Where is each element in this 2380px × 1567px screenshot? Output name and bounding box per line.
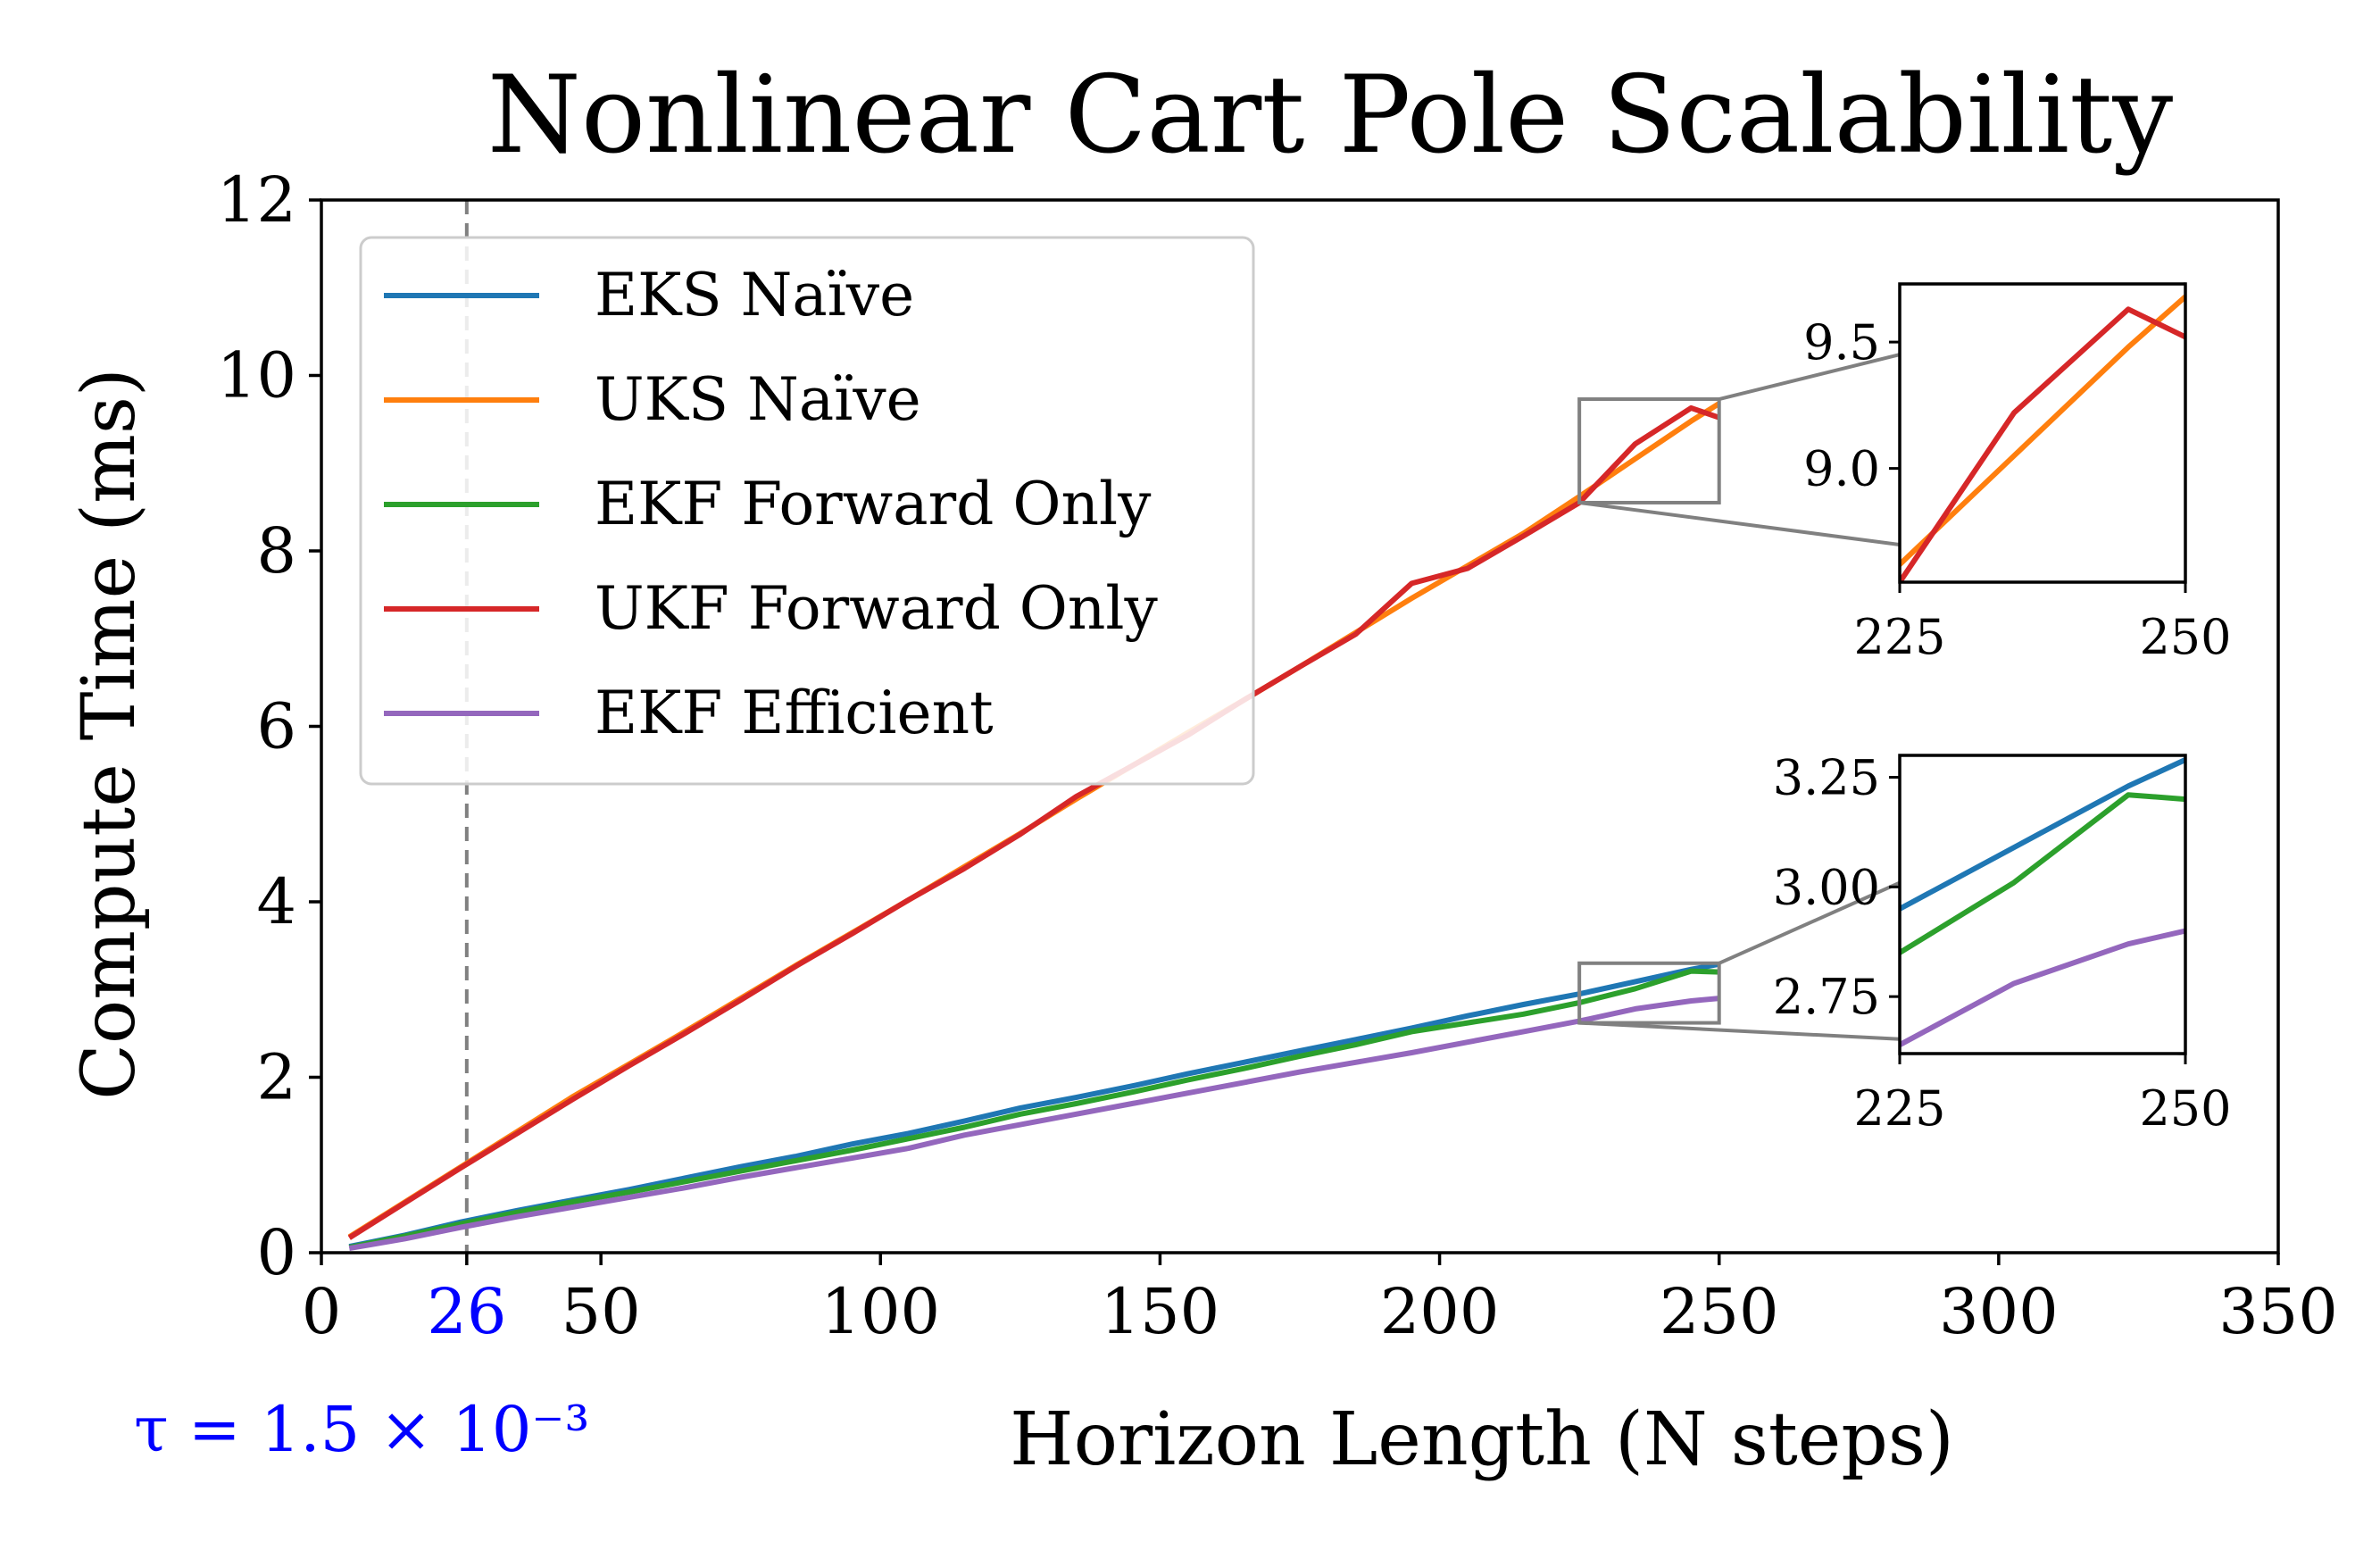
series-line-ekf-efficient [348, 996, 1719, 1252]
legend-box [359, 236, 1255, 786]
x-tick-label: 350 [2218, 1275, 2338, 1348]
inset-x-tick-label-upper: 225 [1853, 609, 1945, 665]
inset-x-tick-label-lower: 225 [1853, 1080, 1945, 1137]
y-tick-label: 0 [256, 1216, 296, 1289]
y-tick-label: 10 [217, 339, 296, 413]
inset-y-tick-label-upper: 9.0 [1803, 441, 1880, 497]
inset-line-upper-ukf-forward-only [1900, 306, 2185, 582]
legend-label-uks-naive: UKS Naïve [595, 365, 921, 434]
inset-frame-lower [1898, 754, 2187, 1055]
inset-series-group-lower [1900, 757, 2185, 1048]
x-tick-label-highlight: 26 [427, 1275, 506, 1348]
inset-background-lower [1900, 755, 2185, 1054]
inset-background-upper [1900, 284, 2185, 582]
plot-area: 0 50 100 150 200 250 300 350 26 0 2 4 6 8 10 12 [217, 163, 2338, 1348]
x-tick-label: 150 [1101, 1275, 1220, 1348]
inset-frame-upper [1898, 282, 2187, 584]
y-tick-label: 12 [217, 163, 296, 237]
y-axis-label: Compute Time (ms) [67, 368, 152, 1100]
chart-title: Nonlinear Cart Pole Scalability [487, 54, 2173, 178]
legend-label-eks-naive: EKS Naïve [595, 261, 914, 329]
inset-line-lower-ekf-efficient [1900, 928, 2185, 1048]
legend: EKS Naïve UKS Naïve EKF Forward Only UKF Fo… [359, 236, 1255, 786]
inset-y-tick-label-upper: 9.5 [1803, 314, 1880, 371]
x-tick-label: 250 [1660, 1275, 1779, 1348]
tau-annotation: τ = 1.5 × 10⁻³ [134, 1393, 589, 1466]
zoom-indicator-lower [1577, 961, 1721, 1025]
inset-line-upper-uks-naive [1900, 294, 2185, 569]
x-tick-label: 300 [1939, 1275, 2059, 1348]
y-tick-label: 8 [256, 514, 296, 588]
series-line-ukf-forward-only [347, 404, 1720, 1240]
x-tick-label: 100 [820, 1275, 940, 1348]
inset-layer: 225 250 9.0 9.5 225 250 2.75 3.00 3.25 [1577, 282, 2232, 1137]
y-tick-label: 6 [256, 690, 296, 763]
inset-y-tick-label-lower: 2.75 [1773, 969, 1880, 1025]
y-tick-label: 2 [256, 1041, 296, 1114]
x-tick-label: 0 [302, 1275, 342, 1348]
legend-label-ukf-forward-only: UKF Forward Only [595, 574, 1159, 643]
legend-label-ekf-forward-only: EKF Forward Only [595, 470, 1152, 538]
inset-line-lower-ekf-forward-only [1900, 792, 2185, 956]
inset-x-tick-label-lower: 250 [2139, 1080, 2231, 1137]
inset-x-tick-label-upper: 250 [2139, 609, 2231, 665]
x-tick-label: 50 [562, 1275, 641, 1348]
inset-y-tick-label-lower: 3.00 [1773, 859, 1880, 915]
inset-line-lower-eks-naive [1900, 757, 2185, 913]
x-tick-label: 200 [1380, 1275, 1500, 1348]
y-tick-label: 4 [256, 865, 296, 938]
inset-series-group-upper [1900, 294, 2185, 582]
series-line-ekf-forward-only [348, 968, 1719, 1251]
x-axis-label: Horizon Length (N steps) [1010, 1397, 1954, 1482]
inset-y-tick-label-lower: 3.25 [1773, 750, 1880, 806]
zoom-indicator-upper [1577, 397, 1721, 504]
legend-label-ekf-efficient: EKF Efficient [595, 679, 994, 747]
